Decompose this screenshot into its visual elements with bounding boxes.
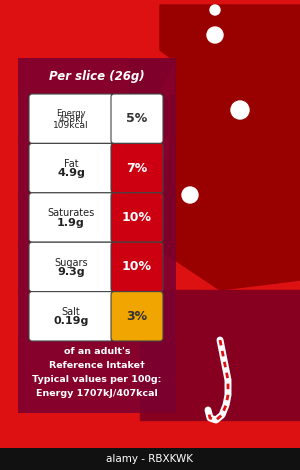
Circle shape [210, 5, 220, 15]
Text: 458kJ: 458kJ [58, 115, 83, 124]
FancyBboxPatch shape [29, 143, 113, 193]
Text: 109kcal: 109kcal [53, 121, 89, 130]
Text: Saturates: Saturates [47, 209, 94, 219]
Text: 4.9g: 4.9g [57, 168, 85, 178]
Text: alamy - RBXKWK: alamy - RBXKWK [106, 454, 194, 464]
Polygon shape [175, 30, 300, 130]
Text: 7%: 7% [126, 162, 148, 174]
Text: Salt: Salt [61, 307, 80, 317]
Text: 3%: 3% [126, 310, 148, 323]
FancyBboxPatch shape [29, 291, 113, 341]
Circle shape [231, 101, 249, 119]
FancyBboxPatch shape [111, 94, 163, 143]
Bar [0, 448, 300, 470]
Text: Typical values per 100g:: Typical values per 100g: [32, 375, 162, 384]
Text: 0.19g: 0.19g [53, 316, 89, 326]
FancyBboxPatch shape [111, 242, 163, 291]
FancyBboxPatch shape [29, 94, 113, 143]
FancyBboxPatch shape [111, 143, 163, 193]
Text: Energy: Energy [56, 109, 86, 118]
Polygon shape [170, 95, 300, 210]
Polygon shape [160, 160, 300, 290]
Text: 9.3g: 9.3g [57, 267, 85, 277]
Text: 10%: 10% [122, 260, 152, 274]
Circle shape [207, 27, 223, 43]
Text: Fat: Fat [64, 159, 78, 169]
Polygon shape [140, 290, 300, 420]
Text: 10%: 10% [122, 211, 152, 224]
FancyBboxPatch shape [29, 193, 113, 242]
Text: Reference Intake†: Reference Intake† [49, 361, 145, 370]
Polygon shape [160, 5, 300, 100]
Text: Per slice (26g): Per slice (26g) [49, 70, 145, 83]
FancyBboxPatch shape [29, 242, 113, 291]
FancyBboxPatch shape [18, 58, 176, 413]
Text: Sugars: Sugars [54, 258, 88, 268]
Text: Energy 1707kJ/407kcal: Energy 1707kJ/407kcal [36, 389, 158, 398]
Circle shape [182, 187, 198, 203]
Text: 1.9g: 1.9g [57, 218, 85, 227]
Polygon shape [160, 180, 300, 240]
Text: of an adult's: of an adult's [64, 347, 130, 356]
Text: 5%: 5% [126, 112, 148, 125]
Polygon shape [130, 60, 180, 290]
FancyBboxPatch shape [111, 193, 163, 242]
FancyBboxPatch shape [111, 291, 163, 341]
